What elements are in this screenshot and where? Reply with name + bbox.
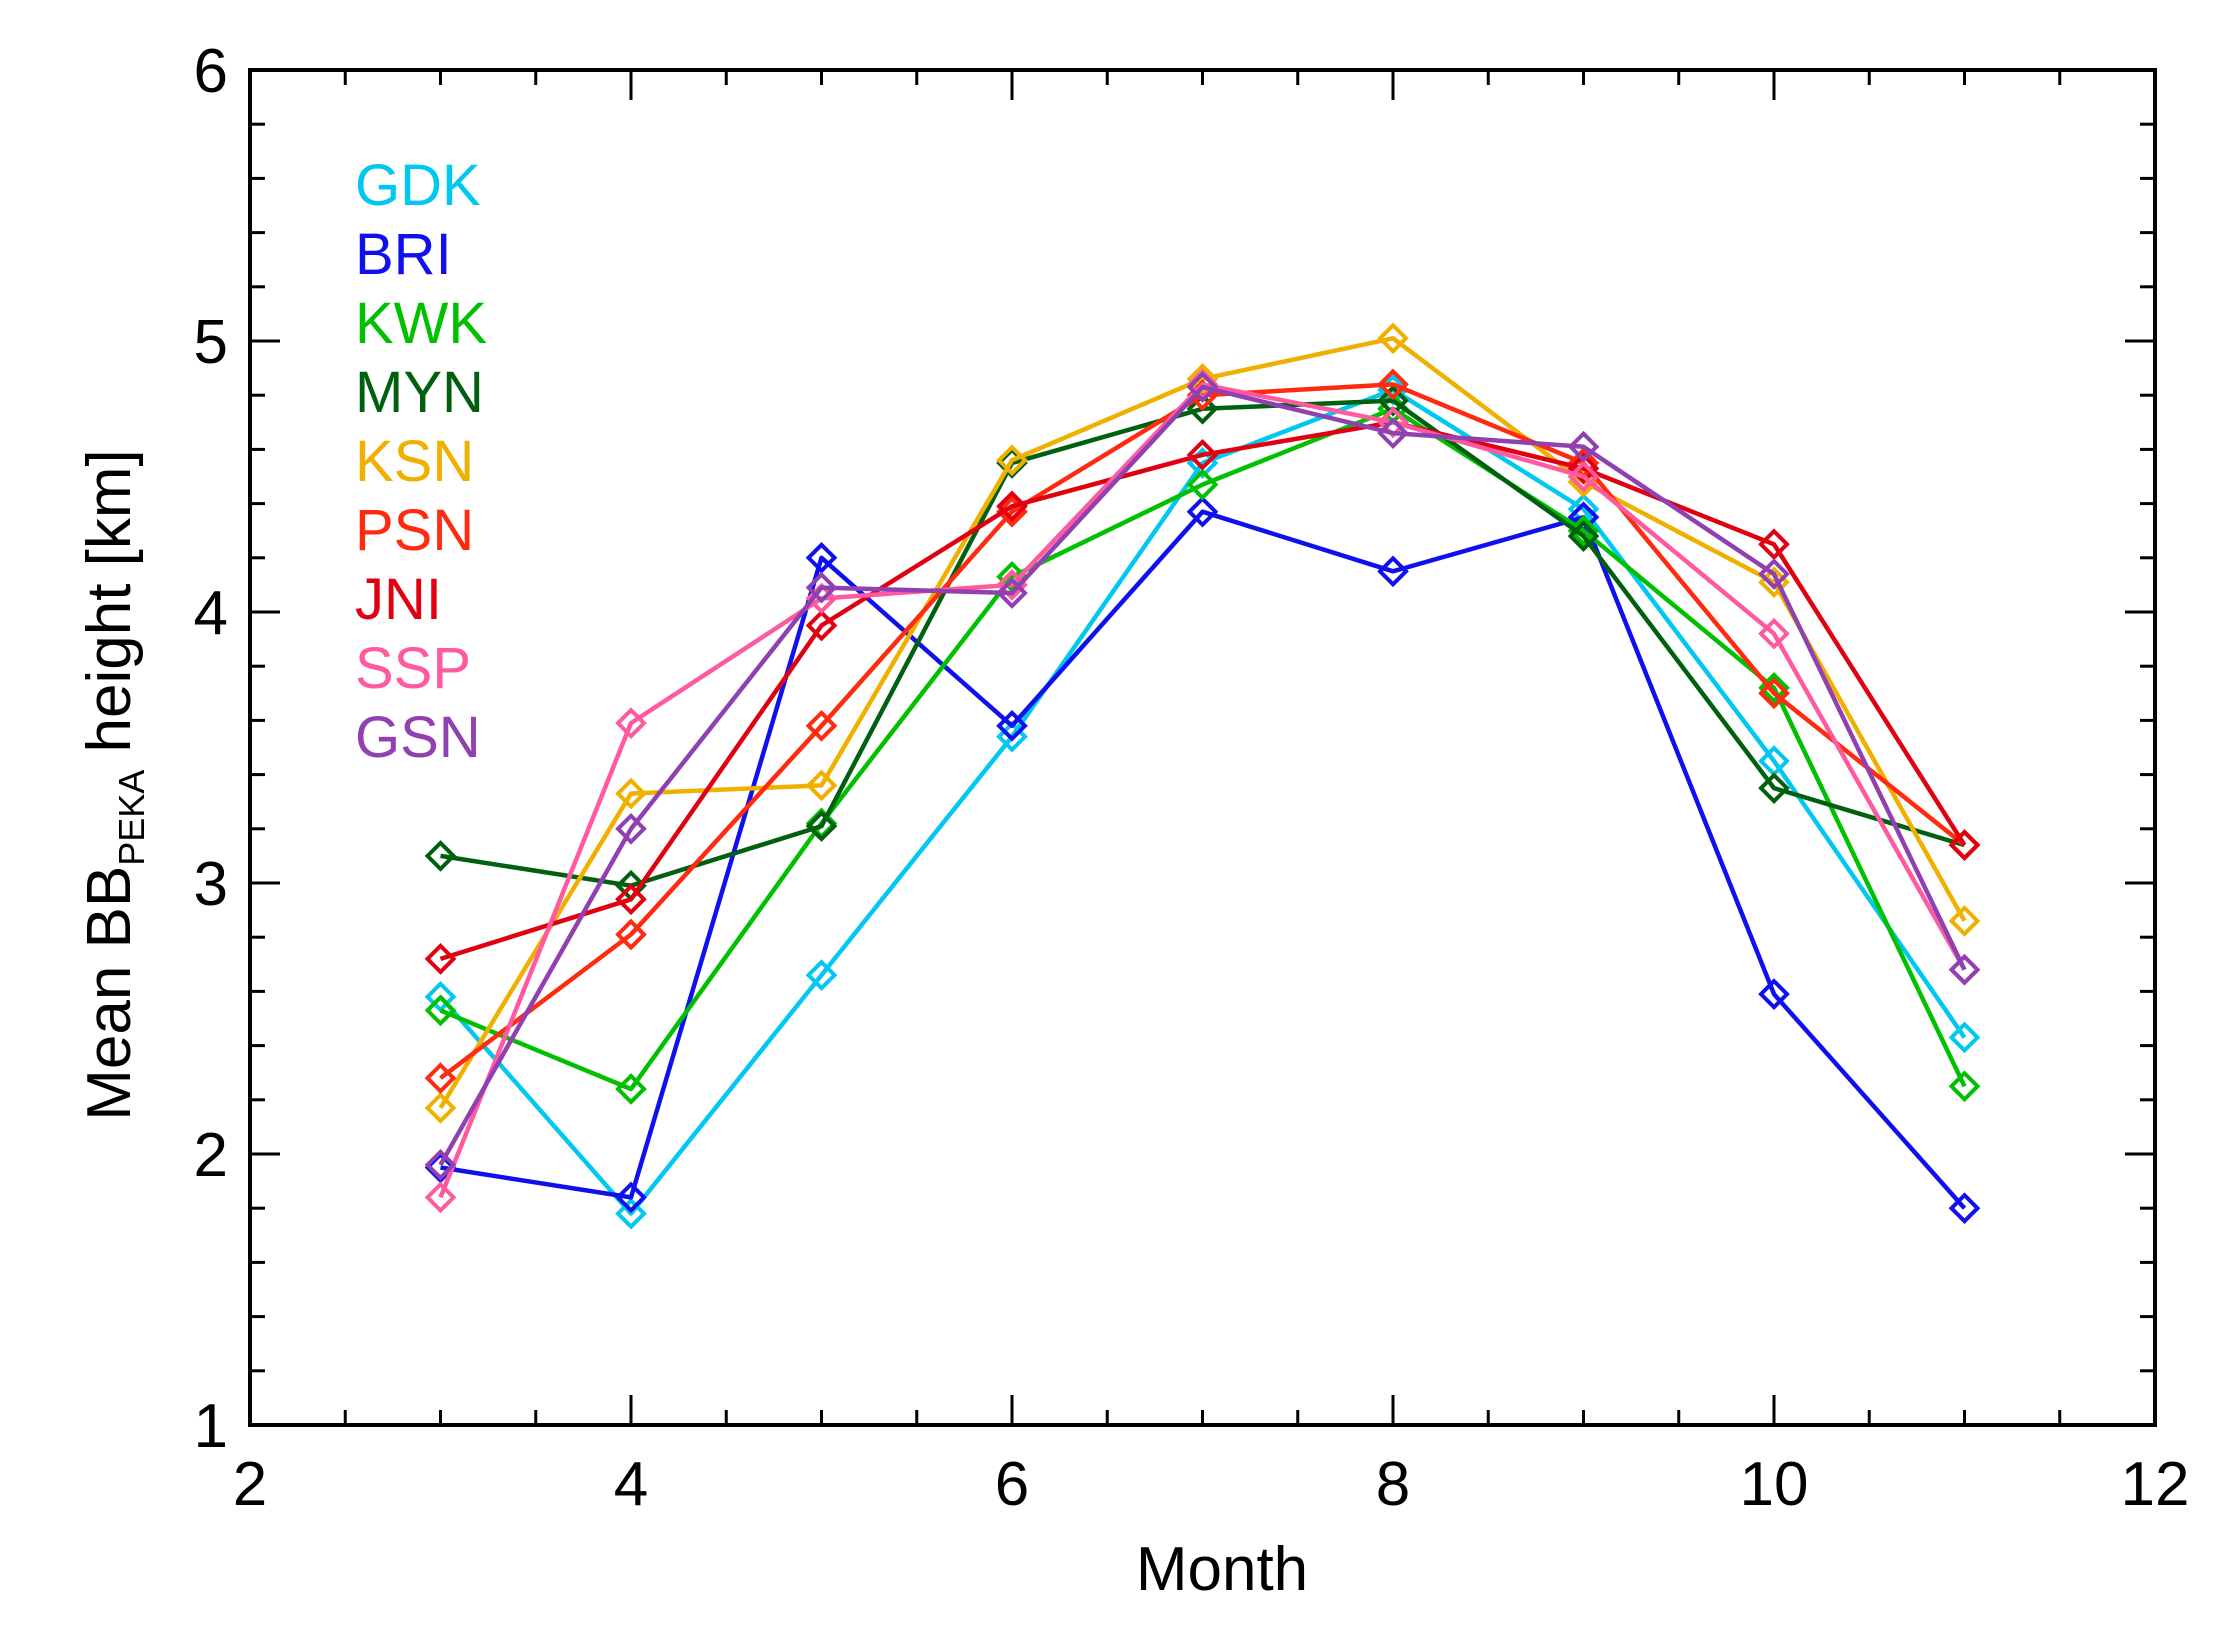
y-axis-label-prefix: Mean BB — [75, 866, 144, 1121]
y-tick-label: 3 — [194, 850, 228, 919]
legend-entry-kwk: KWK — [355, 291, 487, 356]
legend-entry-ksn: KSN — [355, 429, 474, 494]
data-point-jni — [1758, 528, 1790, 561]
data-point-ssp — [615, 707, 647, 739]
data-point-psn — [996, 495, 1028, 528]
y-axis-label-subscript: PEKA — [111, 770, 152, 866]
data-point-myn — [1186, 392, 1219, 425]
data-point-bri — [996, 709, 1028, 742]
y-tick-label: 4 — [194, 579, 228, 648]
data-point-gsn — [1377, 417, 1409, 449]
data-point-bri — [1377, 555, 1409, 588]
series-line-ssp — [438, 382, 1967, 1199]
data-point-myn — [1758, 772, 1790, 804]
data-point-ksn — [996, 444, 1028, 477]
series-line-jni — [439, 420, 1967, 962]
data-point-bri — [1948, 1192, 1981, 1225]
legend-entry-ssp: SSP — [355, 636, 471, 701]
data-point-ksn — [1948, 905, 1981, 937]
y-axis-label: Mean BBPEKA height [km] — [75, 449, 152, 1121]
y-tick-label: 5 — [194, 308, 228, 377]
x-tick-label: 8 — [1376, 1450, 1410, 1519]
data-point-psn — [1758, 677, 1790, 710]
data-point-jni — [615, 883, 647, 916]
series-line-ksn — [438, 336, 1967, 1110]
data-point-ksn — [1567, 466, 1600, 498]
data-point-kwk — [424, 994, 457, 1027]
data-point-jni — [1948, 829, 1981, 861]
data-point-ksn — [805, 769, 838, 802]
series-line-gsn — [438, 384, 1967, 1166]
data-point-gdk — [805, 959, 838, 991]
legend-entry-gdk: GDK — [355, 153, 481, 218]
data-point-bri — [1758, 978, 1790, 1010]
x-axis-label: Month — [1136, 1535, 1308, 1604]
data-point-jni — [996, 490, 1028, 523]
data-point-gsn — [1567, 430, 1600, 463]
legend-entry-gsn: GSN — [355, 705, 481, 770]
series-line-kwk — [439, 406, 1967, 1092]
data-point-ksn — [424, 1092, 457, 1124]
data-point-kwk — [1948, 1070, 1981, 1103]
data-point-myn — [805, 810, 838, 842]
data-point-kwk — [1186, 468, 1219, 501]
data-point-kwk — [615, 1073, 647, 1105]
data-point-gsn — [1948, 953, 1981, 986]
series-line-bri — [440, 509, 1967, 1210]
data-point-ssp — [1567, 460, 1600, 493]
data-point-ksn — [615, 777, 647, 810]
y-axis-label-suffix: height [km] — [75, 449, 144, 769]
data-point-gsn — [615, 812, 647, 845]
data-point-ssp — [1948, 953, 1981, 986]
x-tick-label: 6 — [995, 1450, 1029, 1519]
data-point-myn — [1377, 384, 1409, 417]
data-point-kwk — [1567, 514, 1600, 547]
y-tick-label: 6 — [194, 37, 228, 106]
data-point-ksn — [1186, 363, 1219, 395]
series-line-gdk — [438, 387, 1967, 1216]
data-point-myn — [424, 840, 457, 872]
data-point-gsn — [1186, 371, 1219, 403]
y-tick-label: 1 — [194, 1392, 228, 1461]
y-tick-label: 2 — [194, 1121, 228, 1190]
data-point-gdk — [1948, 1021, 1981, 1054]
data-point-jni — [424, 943, 457, 975]
data-point-bri — [615, 1181, 647, 1214]
data-point-gdk — [615, 1197, 647, 1230]
data-point-psn — [1377, 368, 1409, 401]
legend-entry-myn: MYN — [355, 360, 484, 425]
data-point-psn — [805, 709, 838, 742]
data-point-psn — [424, 1062, 457, 1094]
legend-entry-bri: BRI — [355, 222, 452, 287]
data-point-bri — [805, 541, 838, 574]
x-tick-label: 10 — [1740, 1450, 1809, 1519]
data-point-gsn — [424, 1149, 457, 1181]
data-point-ksn — [1377, 322, 1409, 355]
x-tick-label: 2 — [233, 1450, 267, 1519]
legend-entry-psn: PSN — [355, 498, 474, 563]
x-tick-label: 12 — [2121, 1450, 2190, 1519]
legend-entry-jni: JNI — [355, 567, 442, 632]
data-point-ssp — [424, 1181, 457, 1214]
data-point-gsn — [996, 577, 1028, 609]
data-point-bri — [1186, 495, 1219, 528]
data-point-jni — [1186, 438, 1219, 471]
data-point-gsn — [1758, 558, 1790, 590]
data-point-ssp — [1758, 617, 1790, 650]
x-tick-label: 4 — [614, 1450, 648, 1519]
data-point-jni — [1567, 452, 1600, 485]
data-point-gdk — [424, 980, 457, 1013]
data-point-jni — [805, 609, 838, 642]
series-line-psn — [439, 382, 1966, 1080]
data-point-gsn — [805, 571, 838, 604]
data-point-psn — [615, 918, 647, 951]
data-point-myn — [1567, 520, 1600, 552]
